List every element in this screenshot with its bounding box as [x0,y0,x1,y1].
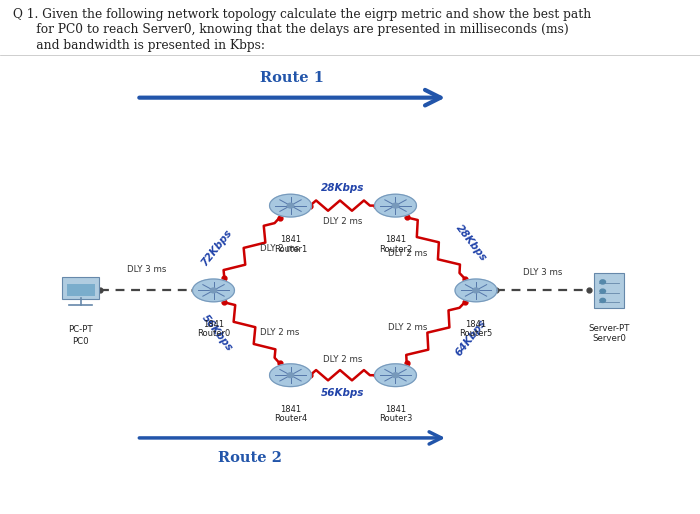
Text: Router4: Router4 [274,414,307,424]
Polygon shape [287,203,294,208]
Circle shape [600,298,606,302]
Text: PC-PT: PC-PT [68,325,93,335]
Text: DLY 2 ms: DLY 2 ms [323,216,363,226]
Polygon shape [270,194,312,217]
Text: DLY 3 ms: DLY 3 ms [523,268,562,277]
Circle shape [600,289,606,293]
Polygon shape [270,364,312,387]
Text: Router3: Router3 [379,414,412,424]
Polygon shape [287,373,294,378]
Text: 1841: 1841 [280,235,301,245]
Text: DLY 2 ms: DLY 2 ms [388,249,428,258]
Text: Server-PT: Server-PT [588,324,630,333]
Text: Q 1. Given the following network topology calculate the eigrp metric and show th: Q 1. Given the following network topolog… [13,8,591,21]
Text: Router1: Router1 [274,245,307,254]
Text: for PC0 to reach Server0, knowing that the delays are presented in milliseconds : for PC0 to reach Server0, knowing that t… [13,23,568,36]
Polygon shape [374,194,416,217]
Polygon shape [210,288,217,293]
Text: 28Kbps: 28Kbps [321,182,365,193]
Text: 56Kbps: 56Kbps [199,313,234,353]
Text: DLY 2 ms: DLY 2 ms [323,355,363,364]
Circle shape [600,280,606,284]
Text: PC0: PC0 [72,337,89,346]
Polygon shape [193,279,235,302]
Polygon shape [374,364,416,387]
Text: 1841: 1841 [466,320,486,329]
Polygon shape [392,203,399,208]
Text: 64Kbps: 64Kbps [454,318,488,358]
FancyBboxPatch shape [594,272,624,308]
Text: DLY 2 ms: DLY 2 ms [260,244,300,252]
Text: DLY 2 ms: DLY 2 ms [388,323,428,332]
Text: DLY 2 ms: DLY 2 ms [260,328,300,337]
Text: 28Kbps: 28Kbps [454,223,488,263]
Text: Server0: Server0 [592,334,626,343]
Polygon shape [473,288,480,293]
Polygon shape [455,279,497,302]
Text: 1841: 1841 [280,405,301,414]
FancyBboxPatch shape [62,277,99,299]
Text: 72Kbps: 72Kbps [199,228,234,268]
Text: 1841: 1841 [385,405,406,414]
Polygon shape [392,373,399,378]
Text: Router2: Router2 [379,245,412,254]
Text: Router0: Router0 [197,329,230,339]
Text: 1841: 1841 [203,320,224,329]
Text: Route 2: Route 2 [218,451,282,465]
Text: Route 1: Route 1 [260,71,324,85]
Text: 1841: 1841 [385,235,406,245]
Text: DLY 3 ms: DLY 3 ms [127,265,167,274]
Text: Router5: Router5 [459,329,493,339]
Text: 56Kbps: 56Kbps [321,388,365,398]
Text: and bandwidth is presented in Kbps:: and bandwidth is presented in Kbps: [13,39,265,51]
FancyBboxPatch shape [66,284,94,296]
